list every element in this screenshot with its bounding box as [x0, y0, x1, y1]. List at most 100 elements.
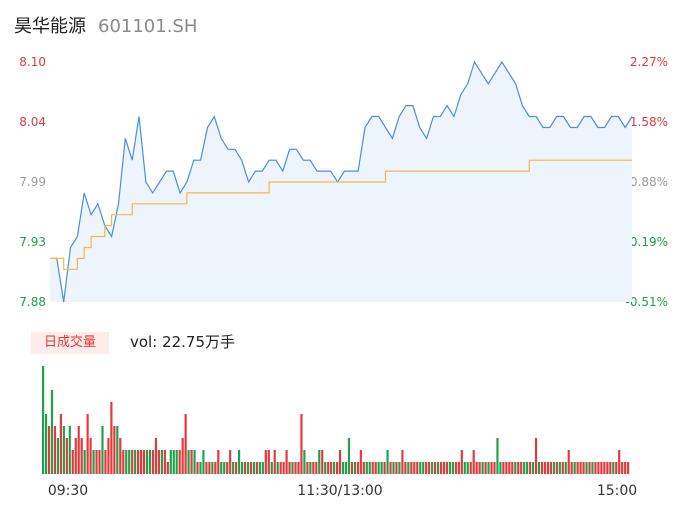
volume-bar	[365, 462, 368, 474]
volume-bar	[229, 450, 232, 474]
volume-bar	[190, 450, 193, 474]
volume-bar	[481, 462, 484, 474]
volume-bar	[543, 462, 547, 474]
volume-bar	[582, 462, 585, 474]
volume-bar	[558, 462, 561, 474]
volume-bar	[463, 462, 466, 474]
volume-bar	[523, 462, 526, 474]
volume-bar	[255, 462, 258, 474]
volume-bar	[261, 462, 264, 474]
volume-bar	[392, 462, 395, 474]
volume-bar	[276, 462, 279, 474]
volume-bar	[282, 462, 285, 474]
volume-bar	[537, 462, 541, 474]
volume-bar	[125, 450, 128, 474]
volume-bar	[404, 462, 407, 474]
volume-bar	[624, 462, 627, 474]
volume-bar	[413, 462, 416, 474]
volume-bar	[356, 462, 359, 474]
volume-bar	[243, 462, 247, 474]
volume-bar	[235, 462, 238, 474]
x-tick: 09:30	[48, 483, 88, 499]
volume-bar	[294, 462, 297, 474]
volume-bar	[618, 450, 621, 474]
stock-title: 昊华能源 601101.SH	[14, 12, 197, 38]
volume-bar	[312, 462, 315, 474]
volume-bar	[448, 462, 452, 474]
volume-bar	[50, 390, 54, 474]
volume-bar	[529, 462, 532, 474]
volume-bar	[609, 462, 612, 474]
y-tick-left: 7.93	[19, 235, 46, 249]
volume-bar	[315, 462, 318, 474]
volume-bar	[122, 450, 125, 474]
volume-bar	[291, 462, 294, 474]
volume-bar	[142, 450, 146, 474]
volume-bar	[564, 462, 567, 474]
volume-bar	[196, 462, 199, 474]
volume-bar	[89, 438, 92, 474]
volume-bar	[333, 462, 336, 474]
volume-bar	[214, 462, 217, 474]
volume-bar	[205, 462, 208, 474]
volume-bar	[137, 450, 140, 474]
volume-bar	[74, 438, 77, 474]
volume-bar	[199, 462, 202, 474]
stock-code: 601101.SH	[98, 16, 198, 37]
volume-bar	[478, 462, 481, 474]
volume-badge[interactable]: 日成交量	[31, 332, 109, 354]
volume-bar	[496, 438, 499, 474]
volume-bar	[416, 462, 419, 474]
volume-bar	[169, 450, 172, 474]
volume-bar	[113, 426, 116, 474]
volume-bar	[410, 462, 413, 474]
y-tick-right: -0.51%	[626, 295, 668, 309]
volume-bar	[163, 450, 166, 474]
volume-bar	[431, 462, 434, 474]
volume-bar	[336, 462, 339, 474]
volume-bar	[321, 450, 324, 474]
volume-bar	[591, 462, 594, 474]
volume-bar	[107, 438, 110, 474]
volume-bar	[466, 462, 469, 474]
volume-bar	[627, 462, 630, 474]
volume-bar	[104, 450, 107, 474]
volume-bar	[621, 462, 624, 474]
volume-bar	[576, 462, 579, 474]
volume-bar	[487, 462, 490, 474]
volume-bar	[47, 426, 51, 474]
volume-bar	[398, 462, 401, 474]
volume-bar	[422, 462, 425, 474]
volume-bar	[288, 462, 291, 474]
volume-bar	[451, 462, 454, 474]
volume-bar	[401, 450, 404, 474]
volume-bar	[119, 438, 122, 474]
y-tick-right: 1.58%	[630, 115, 668, 129]
volume-bar	[555, 462, 558, 474]
volume-bar	[573, 462, 576, 474]
y-tick-right: 2.27%	[630, 55, 668, 69]
volume-bar	[344, 462, 348, 474]
volume-bar	[86, 414, 89, 474]
volume-bar	[140, 450, 143, 474]
volume-bar	[490, 462, 493, 474]
volume-bar	[546, 462, 550, 474]
volume-bar	[148, 450, 152, 474]
volume-bar	[395, 462, 398, 474]
volume-bar	[246, 462, 250, 474]
volume-bar	[300, 414, 303, 474]
volume-bar	[249, 462, 253, 474]
volume-bar	[567, 450, 570, 474]
volume-bar	[134, 450, 137, 474]
volume-bar	[53, 426, 57, 474]
volume-bar	[240, 462, 244, 474]
volume-bar	[508, 462, 511, 474]
volume-bar	[439, 462, 443, 474]
volume-bar	[77, 426, 80, 474]
volume-bar	[184, 414, 187, 474]
volume-bar	[309, 462, 312, 474]
volume-label: vol: 22.75万手	[130, 333, 235, 351]
volume-bar	[419, 462, 422, 474]
volume-bar	[484, 462, 487, 474]
y-tick-right: 0.19%	[630, 235, 668, 249]
